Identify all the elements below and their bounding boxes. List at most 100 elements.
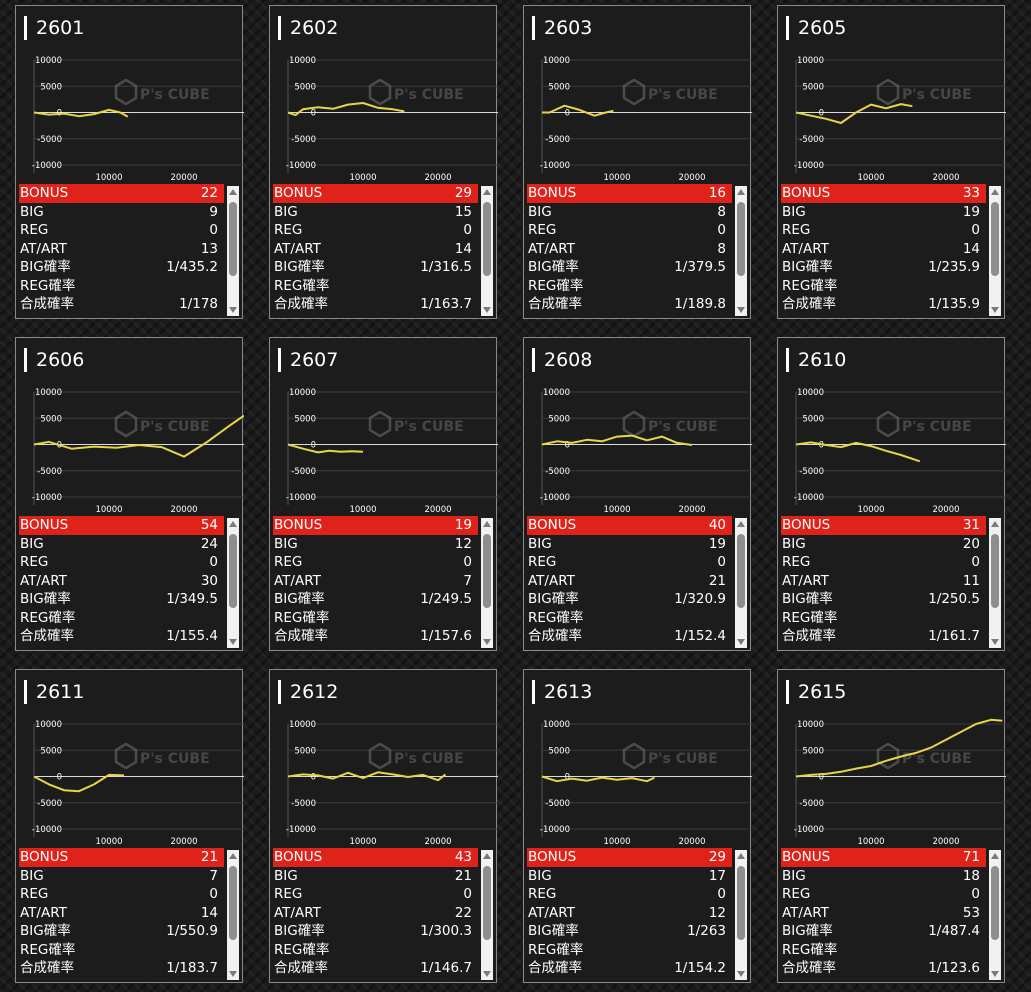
- y-tick-label: -10000: [540, 161, 570, 171]
- triangle-up-icon[interactable]: [991, 521, 999, 527]
- stats-table: BONUS 71 BIG 18 REG 0 AT/ART 53 BIG確率 1/487.4 REG確…: [781, 848, 986, 978]
- scroll-thumb[interactable]: [229, 534, 237, 608]
- stat-label: BIG確率: [528, 591, 579, 607]
- scroll-thumb[interactable]: [991, 866, 999, 940]
- stat-value: 1/154.2: [674, 960, 726, 976]
- triangle-down-icon[interactable]: [991, 639, 999, 645]
- triangle-down-icon[interactable]: [737, 307, 745, 313]
- y-tick-label: 10000: [35, 56, 62, 66]
- stats-scrollbar[interactable]: [227, 518, 239, 648]
- machine-card[interactable]: 2610 10000 5000 0 -5000 -10000 10000 20000 P's C…: [777, 337, 1006, 651]
- y-tick-label: -5000: [799, 135, 824, 145]
- stat-label: AT/ART: [528, 240, 575, 257]
- triangle-down-icon[interactable]: [483, 307, 491, 313]
- stat-value: 1/550.9: [166, 923, 218, 939]
- triangle-down-icon[interactable]: [229, 971, 237, 977]
- stats-table: BONUS 43 BIG 21 REG 0 AT/ART 22 BIG確率 1/300.3 REG確…: [273, 848, 478, 978]
- stats-scrollbar[interactable]: [481, 850, 493, 980]
- y-tick-label: 10000: [289, 720, 316, 730]
- triangle-up-icon[interactable]: [737, 853, 745, 859]
- stat-label: BIG確率: [274, 259, 325, 275]
- machine-card[interactable]: 2607 10000 5000 0 -5000 -10000 10000 20000 P's C…: [269, 337, 498, 651]
- y-tick-label: 5000: [802, 82, 824, 92]
- stat-label: AT/ART: [20, 572, 67, 589]
- triangle-up-icon[interactable]: [229, 521, 237, 527]
- stat-value: 8: [717, 203, 726, 220]
- stats-scrollbar[interactable]: [481, 186, 493, 316]
- scroll-thumb[interactable]: [483, 534, 491, 608]
- triangle-up-icon[interactable]: [737, 189, 745, 195]
- machine-card[interactable]: 2602 10000 5000 0 -5000 -10000 10000 20000 P's C…: [269, 5, 498, 319]
- triangle-down-icon[interactable]: [737, 971, 745, 977]
- stats-scrollbar[interactable]: [227, 186, 239, 316]
- stats-scrollbar[interactable]: [481, 518, 493, 648]
- triangle-up-icon[interactable]: [229, 189, 237, 195]
- stats-scrollbar[interactable]: [735, 518, 747, 648]
- stat-label: REG確率: [528, 941, 584, 958]
- scroll-thumb[interactable]: [229, 866, 237, 940]
- stats-scrollbar[interactable]: [989, 518, 1001, 648]
- scroll-thumb[interactable]: [737, 202, 745, 276]
- stat-value: 1/123.6: [928, 960, 980, 976]
- triangle-up-icon[interactable]: [991, 189, 999, 195]
- y-tick-label: 5000: [40, 414, 62, 424]
- watermark-brand: P's CUBE: [394, 751, 464, 767]
- scroll-thumb[interactable]: [483, 202, 491, 276]
- machine-card[interactable]: 2613 10000 5000 0 -5000 -10000 10000 20000 P's C…: [523, 669, 752, 983]
- y-tick-label: -5000: [37, 799, 62, 809]
- cube-logo-icon: [368, 742, 392, 770]
- triangle-down-icon[interactable]: [991, 971, 999, 977]
- payout-line: [33, 773, 125, 793]
- triangle-up-icon[interactable]: [229, 853, 237, 859]
- machine-card[interactable]: 2603 10000 5000 0 -5000 -10000 10000 20000 P's C…: [523, 5, 752, 319]
- triangle-down-icon[interactable]: [229, 639, 237, 645]
- triangle-down-icon[interactable]: [991, 307, 999, 313]
- stat-row-total-rate: 合成確率 1/146.7: [273, 959, 478, 978]
- machine-number: 2613: [532, 680, 592, 704]
- scroll-thumb[interactable]: [737, 866, 745, 940]
- x-tick-label: 10000: [95, 505, 122, 515]
- machine-card[interactable]: 2606 10000 5000 0 -5000 -10000 10000 20000 P's C…: [15, 337, 244, 651]
- x-tick-label: 20000: [424, 505, 451, 515]
- triangle-up-icon[interactable]: [483, 521, 491, 527]
- scroll-thumb[interactable]: [991, 534, 999, 608]
- stats-table: BONUS 16 BIG 8 REG 0 AT/ART 8 BIG確率 1/379.5 REG確率合…: [527, 184, 732, 314]
- scroll-thumb[interactable]: [483, 866, 491, 940]
- triangle-down-icon[interactable]: [483, 639, 491, 645]
- payout-line: [287, 443, 364, 454]
- stat-row-atart: AT/ART 11: [781, 572, 986, 591]
- stat-row-big: BIG 17: [527, 867, 732, 886]
- stats-scrollbar[interactable]: [227, 850, 239, 980]
- stats-scrollbar[interactable]: [989, 186, 1001, 316]
- stats-table: BONUS 21 BIG 7 REG 0 AT/ART 14 BIG確率 1/550.9 REG確率…: [19, 848, 224, 978]
- stat-row-big: BIG 9: [19, 203, 224, 222]
- stat-label: BIG確率: [20, 923, 71, 939]
- machine-card[interactable]: 2608 10000 5000 0 -5000 -10000 10000 20000 P's C…: [523, 337, 752, 651]
- cube-logo-icon: [876, 78, 900, 106]
- scroll-thumb[interactable]: [737, 534, 745, 608]
- triangle-up-icon[interactable]: [483, 189, 491, 195]
- machine-card[interactable]: 2605 10000 5000 0 -5000 -10000 10000 20000 P's C…: [777, 5, 1006, 319]
- machine-card[interactable]: 2612 10000 5000 0 -5000 -10000 10000 20000 P's C…: [269, 669, 498, 983]
- triangle-down-icon[interactable]: [229, 307, 237, 313]
- stat-row-big-rate: BIG確率 1/300.3: [273, 922, 478, 941]
- triangle-up-icon[interactable]: [737, 521, 745, 527]
- triangle-down-icon[interactable]: [737, 639, 745, 645]
- triangle-up-icon[interactable]: [991, 853, 999, 859]
- triangle-up-icon[interactable]: [483, 853, 491, 859]
- machine-card[interactable]: 2615 10000 5000 0 -5000 -10000 10000 20000 P's C…: [777, 669, 1006, 983]
- machine-card[interactable]: 2611 10000 5000 0 -5000 -10000 10000 20000 P's C…: [15, 669, 244, 983]
- stat-value: 0: [717, 886, 726, 902]
- scroll-thumb[interactable]: [229, 202, 237, 276]
- triangle-down-icon[interactable]: [483, 971, 491, 977]
- stat-row-bonus: BONUS 71: [781, 848, 986, 867]
- machine-card[interactable]: 2601 10000 5000 0 -5000 -10000 10000 20000 P's C…: [15, 5, 244, 319]
- stats-scrollbar[interactable]: [735, 186, 747, 316]
- stat-row-big: BIG 12: [273, 535, 478, 554]
- stats-scrollbar[interactable]: [989, 850, 1001, 980]
- stat-label: BIG: [20, 203, 44, 220]
- stat-label: AT/ART: [782, 904, 829, 921]
- scroll-thumb[interactable]: [991, 202, 999, 276]
- stats-scrollbar[interactable]: [735, 850, 747, 980]
- y-tick-label: 0: [311, 773, 316, 783]
